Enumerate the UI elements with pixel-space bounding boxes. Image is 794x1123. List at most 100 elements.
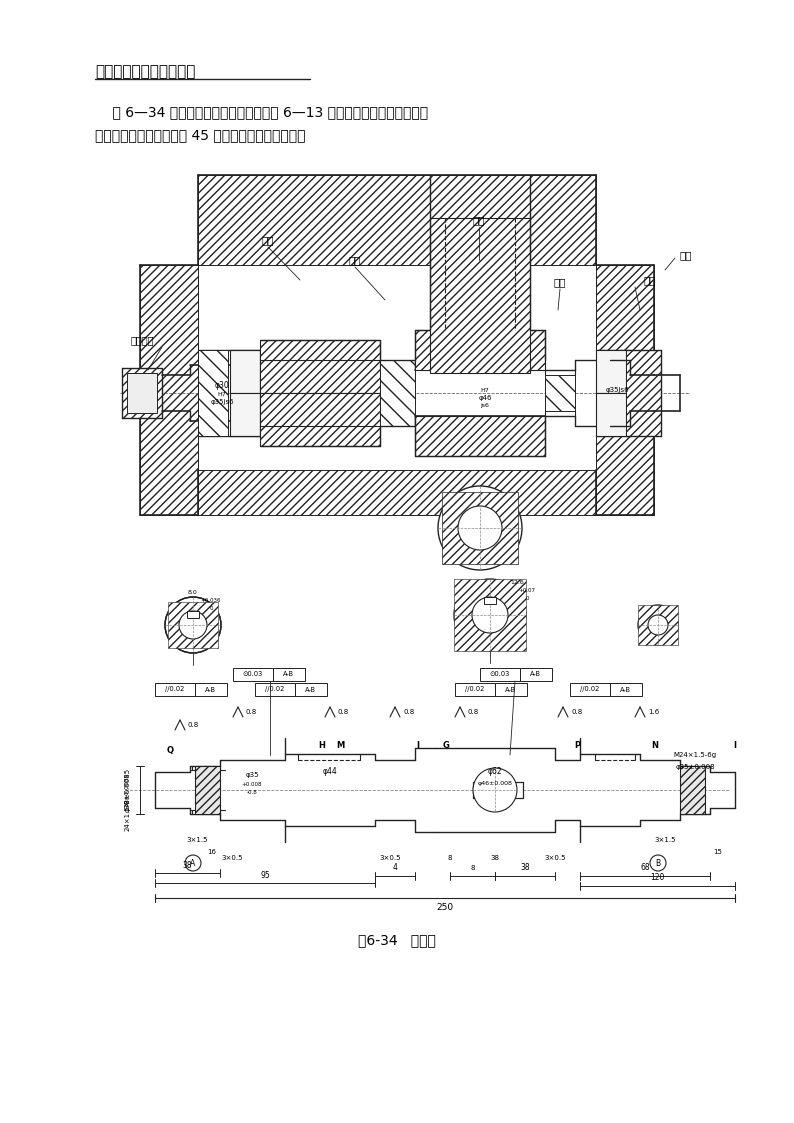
Text: φ44: φ44 — [322, 767, 337, 776]
Bar — [168, 602, 218, 648]
Text: 12.6: 12.6 — [510, 581, 524, 585]
Text: 隔套: 隔套 — [553, 277, 566, 287]
Bar — [495, 683, 527, 696]
Text: 箱壁: 箱壁 — [680, 250, 692, 261]
Bar — [195, 683, 227, 696]
Text: 120: 120 — [650, 874, 665, 883]
Circle shape — [648, 615, 668, 634]
Text: 38: 38 — [520, 864, 530, 873]
Text: I: I — [417, 740, 419, 749]
Bar — [442, 492, 518, 564]
Text: A-B: A-B — [530, 672, 541, 677]
Text: +0.008: +0.008 — [241, 783, 262, 787]
Bar — [596, 265, 654, 515]
Bar — [680, 766, 705, 814]
Text: 链轮: 链轮 — [472, 214, 485, 225]
Circle shape — [458, 506, 502, 550]
Bar — [255, 683, 295, 696]
Text: φ30±0.0085: φ30±0.0085 — [125, 768, 131, 812]
Bar — [454, 579, 526, 651]
Bar — [519, 668, 552, 681]
Bar — [140, 265, 198, 515]
Text: 0.8: 0.8 — [571, 709, 582, 715]
Text: A-B: A-B — [620, 686, 631, 693]
Text: //0.02: //0.02 — [580, 686, 599, 693]
Text: φ35js6: φ35js6 — [210, 399, 233, 405]
Bar — [626, 350, 661, 436]
Text: //0.02: //0.02 — [264, 686, 284, 693]
Bar — [415, 416, 545, 456]
Circle shape — [179, 611, 207, 639]
Text: 齿轮: 齿轮 — [262, 235, 274, 245]
Circle shape — [472, 597, 508, 633]
Bar — [430, 218, 530, 373]
Text: 阶梯轴加工工艺过程分析: 阶梯轴加工工艺过程分析 — [95, 64, 195, 80]
Bar — [680, 766, 705, 814]
Text: 38: 38 — [491, 855, 499, 861]
Text: 图 6—34 为减速箱传动轴工作图样。表 6—13 为该轴加工工艺过程。生产: 图 6—34 为减速箱传动轴工作图样。表 6—13 为该轴加工工艺过程。生产 — [95, 104, 428, 119]
Text: //0.02: //0.02 — [464, 686, 484, 693]
Text: 图6-34   传动轴: 图6-34 传动轴 — [358, 933, 436, 947]
Text: ⊙0.03: ⊙0.03 — [242, 672, 263, 677]
Text: +0.036: +0.036 — [201, 597, 222, 603]
Text: 0.8: 0.8 — [246, 709, 257, 715]
Text: 3×0.5: 3×0.5 — [544, 855, 566, 861]
Text: 3×1.5: 3×1.5 — [187, 837, 208, 843]
Text: 24×1.5-8: 24×1.5-8 — [125, 798, 131, 831]
Text: 8: 8 — [470, 865, 475, 871]
Text: 1.6: 1.6 — [648, 709, 659, 715]
Text: A-B: A-B — [205, 686, 216, 693]
Bar — [198, 471, 596, 515]
Text: ⊙0.03: ⊙0.03 — [489, 672, 510, 677]
Circle shape — [165, 597, 221, 652]
Circle shape — [179, 611, 207, 639]
Bar — [480, 668, 519, 681]
Bar — [260, 393, 380, 446]
Text: 0.8: 0.8 — [468, 709, 480, 715]
Text: φ62: φ62 — [488, 767, 503, 776]
Text: M: M — [336, 740, 344, 749]
Bar — [596, 393, 626, 436]
Text: 95: 95 — [260, 870, 270, 879]
Text: φ35js6: φ35js6 — [605, 387, 629, 393]
Circle shape — [458, 506, 502, 550]
Text: A: A — [191, 858, 195, 867]
Text: 0: 0 — [526, 595, 529, 601]
Text: 螺盖: 螺盖 — [644, 275, 657, 285]
Text: 3×0.5: 3×0.5 — [222, 855, 243, 861]
Bar — [380, 360, 415, 426]
Bar — [165, 597, 221, 652]
Text: 38: 38 — [183, 860, 192, 869]
Bar — [195, 766, 220, 814]
Text: 15: 15 — [714, 849, 723, 855]
Text: -0.8: -0.8 — [247, 791, 257, 795]
Text: 0.8: 0.8 — [403, 709, 414, 715]
Text: 3×1.5: 3×1.5 — [654, 837, 676, 843]
Bar — [638, 605, 678, 645]
Bar — [438, 486, 522, 570]
Text: 8.0: 8.0 — [188, 591, 198, 595]
Text: js6: js6 — [480, 402, 489, 408]
Text: 30±0.0085: 30±0.0085 — [125, 773, 129, 807]
Text: M24×1.5-6g: M24×1.5-6g — [673, 752, 716, 758]
Bar — [198, 350, 228, 436]
Text: N: N — [652, 740, 658, 749]
Text: φ35±0.008: φ35±0.008 — [675, 764, 715, 770]
Text: φ30: φ30 — [214, 381, 229, 390]
Bar — [230, 393, 260, 436]
Circle shape — [454, 579, 526, 651]
Text: 250: 250 — [437, 903, 453, 912]
Text: φ46±0.008: φ46±0.008 — [477, 780, 512, 785]
Bar — [610, 683, 642, 696]
Text: φ35: φ35 — [245, 772, 259, 778]
Text: A-B: A-B — [505, 686, 516, 693]
Bar — [122, 368, 162, 418]
Bar — [272, 668, 305, 681]
Text: P: P — [574, 740, 580, 749]
Bar — [198, 175, 596, 265]
Bar — [415, 330, 545, 369]
Text: 68: 68 — [640, 864, 649, 873]
Circle shape — [472, 597, 508, 633]
Text: 4: 4 — [392, 864, 398, 873]
Bar — [233, 668, 272, 681]
